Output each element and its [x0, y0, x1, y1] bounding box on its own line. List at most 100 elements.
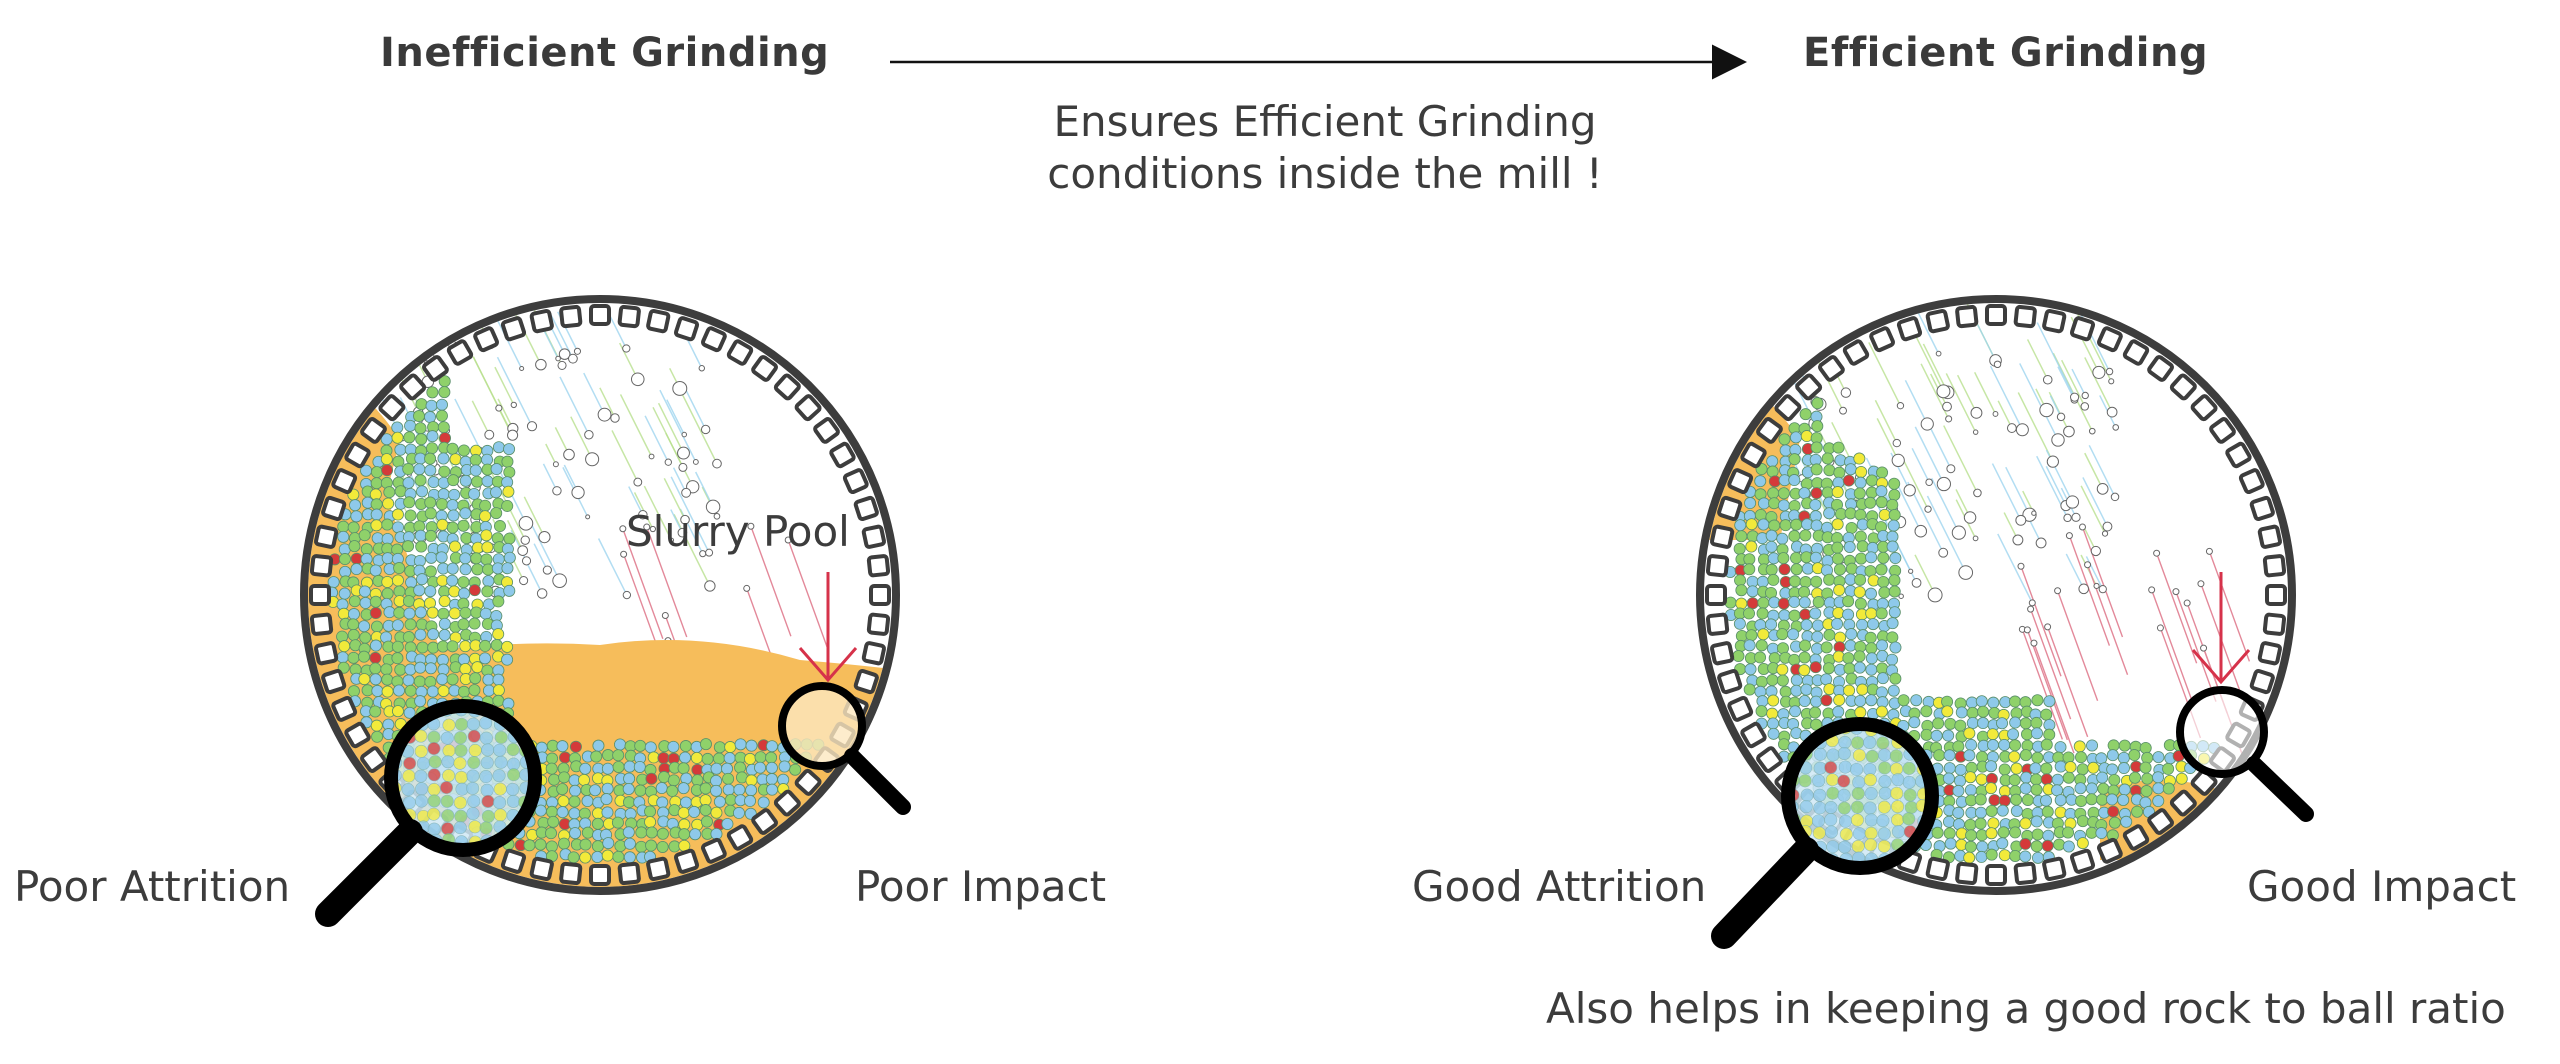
mill-lifter	[1955, 304, 1979, 329]
mill-lifter	[309, 554, 334, 578]
mill-lifter	[1705, 584, 1727, 606]
transition-caption: Ensures Efficient Grinding conditions in…	[940, 96, 1710, 200]
mill-lifter	[869, 584, 891, 606]
mill-lifter	[2147, 355, 2174, 382]
slurry-pool-label: Slurry Pool	[626, 507, 850, 556]
mill-lifter	[866, 554, 891, 578]
mill-lifter	[1896, 316, 1923, 342]
mill-lifter	[309, 584, 331, 606]
right-impact-magnifier-icon	[2176, 686, 2314, 822]
mill-lifter	[773, 789, 801, 817]
mill-lifter	[1717, 495, 1743, 522]
mill-lifter	[751, 355, 778, 382]
mill-lifter	[1955, 861, 1979, 886]
mill-lifter	[861, 641, 886, 666]
mill-lifter	[1774, 394, 1802, 422]
mill-lifter	[1740, 441, 1767, 469]
mill-lifter	[314, 524, 339, 549]
mill-lifter	[529, 309, 554, 334]
mill-lifter	[861, 524, 886, 549]
mill-lifter	[794, 394, 822, 422]
mill-lifter	[853, 495, 879, 522]
mill-lifter	[2262, 554, 2287, 578]
mill-lifter	[1756, 417, 1783, 444]
mill-lifter	[2257, 524, 2282, 549]
mill-lifter	[2262, 612, 2287, 636]
mill-lifter	[1925, 309, 1950, 334]
mill-lifter	[559, 861, 583, 886]
mill-lifter	[726, 824, 754, 851]
mill-lifter	[500, 316, 527, 342]
mill-lifter	[1727, 695, 1754, 722]
mill-lifter	[422, 355, 449, 382]
mill-lifter	[1756, 746, 1783, 773]
mill-lifter	[866, 612, 891, 636]
mill-lifter	[2096, 837, 2123, 864]
mill-lifter	[360, 417, 387, 444]
right-title: Efficient Grinding	[1803, 30, 2209, 76]
mill-lifter	[700, 837, 727, 864]
mill-lifter	[473, 326, 500, 353]
mill-lifter	[344, 441, 371, 469]
mill-lifter	[813, 417, 840, 444]
mill-lifter	[1740, 721, 1767, 749]
mill-lifter	[1717, 668, 1743, 695]
mill-lifter	[331, 468, 358, 495]
mill-lifter	[829, 441, 856, 469]
left-attrition-magnifier-icon	[315, 699, 542, 927]
mill-lifter	[2169, 373, 2197, 401]
mill-lifter	[2122, 339, 2150, 366]
mill-lifter	[646, 856, 671, 881]
mill-lifter	[309, 612, 334, 636]
rock-ball-ratio-note: Also helps in keeping a good rock to bal…	[1546, 984, 2506, 1033]
mill-lifter	[1727, 468, 1754, 495]
mill-lifter	[1705, 612, 1730, 636]
mill-lifter	[446, 339, 474, 366]
mill-lifter	[1795, 373, 1823, 401]
mill-lifter	[617, 304, 641, 329]
mill-lifter	[2238, 468, 2265, 495]
mill-lifter	[773, 373, 801, 401]
mill-lifter	[853, 668, 879, 695]
mill-lifter	[2147, 808, 2174, 835]
mill-lifter	[794, 768, 822, 796]
mill-lifter	[751, 808, 778, 835]
mill-lifter	[2122, 824, 2150, 851]
mill-lifter	[617, 861, 641, 886]
left-title: Inefficient Grinding	[380, 30, 830, 76]
good-impact-label: Good Impact	[2247, 862, 2517, 911]
mill-lifter	[2042, 856, 2067, 881]
mill-lifter	[2209, 417, 2236, 444]
mill-lifter	[314, 641, 339, 666]
caption-line-2: conditions inside the mill !	[1047, 149, 1603, 198]
mill-lifter	[2013, 861, 2037, 886]
mill-lifter	[1842, 339, 1870, 366]
mill-lifter	[321, 668, 347, 695]
mill-lifter	[559, 304, 583, 329]
mill-lifter	[1705, 554, 1730, 578]
mill-lifter	[331, 695, 358, 722]
mill-lifter	[344, 721, 371, 749]
mill-lifter	[1925, 856, 1950, 881]
caption-line-1: Ensures Efficient Grinding	[1053, 97, 1597, 146]
mill-lifter	[1985, 304, 2007, 326]
mill-lifter	[2265, 584, 2287, 606]
mill-lifter	[2069, 316, 2096, 342]
mill-lifter	[1985, 864, 2007, 886]
mill-lifter	[673, 316, 700, 342]
mill-lifter	[673, 848, 700, 874]
right-red-arrow	[2191, 572, 2251, 685]
mill-lifter	[1710, 524, 1735, 549]
mill-lifter	[2257, 641, 2282, 666]
mill-lifter	[2013, 304, 2037, 329]
mill-lifter	[2249, 668, 2275, 695]
good-attrition-label: Good Attrition	[1412, 862, 1707, 911]
mill-lifter	[2249, 495, 2275, 522]
mill-lifter	[700, 326, 727, 353]
mill-lifter	[529, 856, 554, 881]
poor-attrition-label: Poor Attrition	[14, 862, 291, 911]
mill-lifter	[2190, 394, 2218, 422]
mill-lifter	[500, 848, 527, 874]
mill-lifter	[378, 394, 406, 422]
